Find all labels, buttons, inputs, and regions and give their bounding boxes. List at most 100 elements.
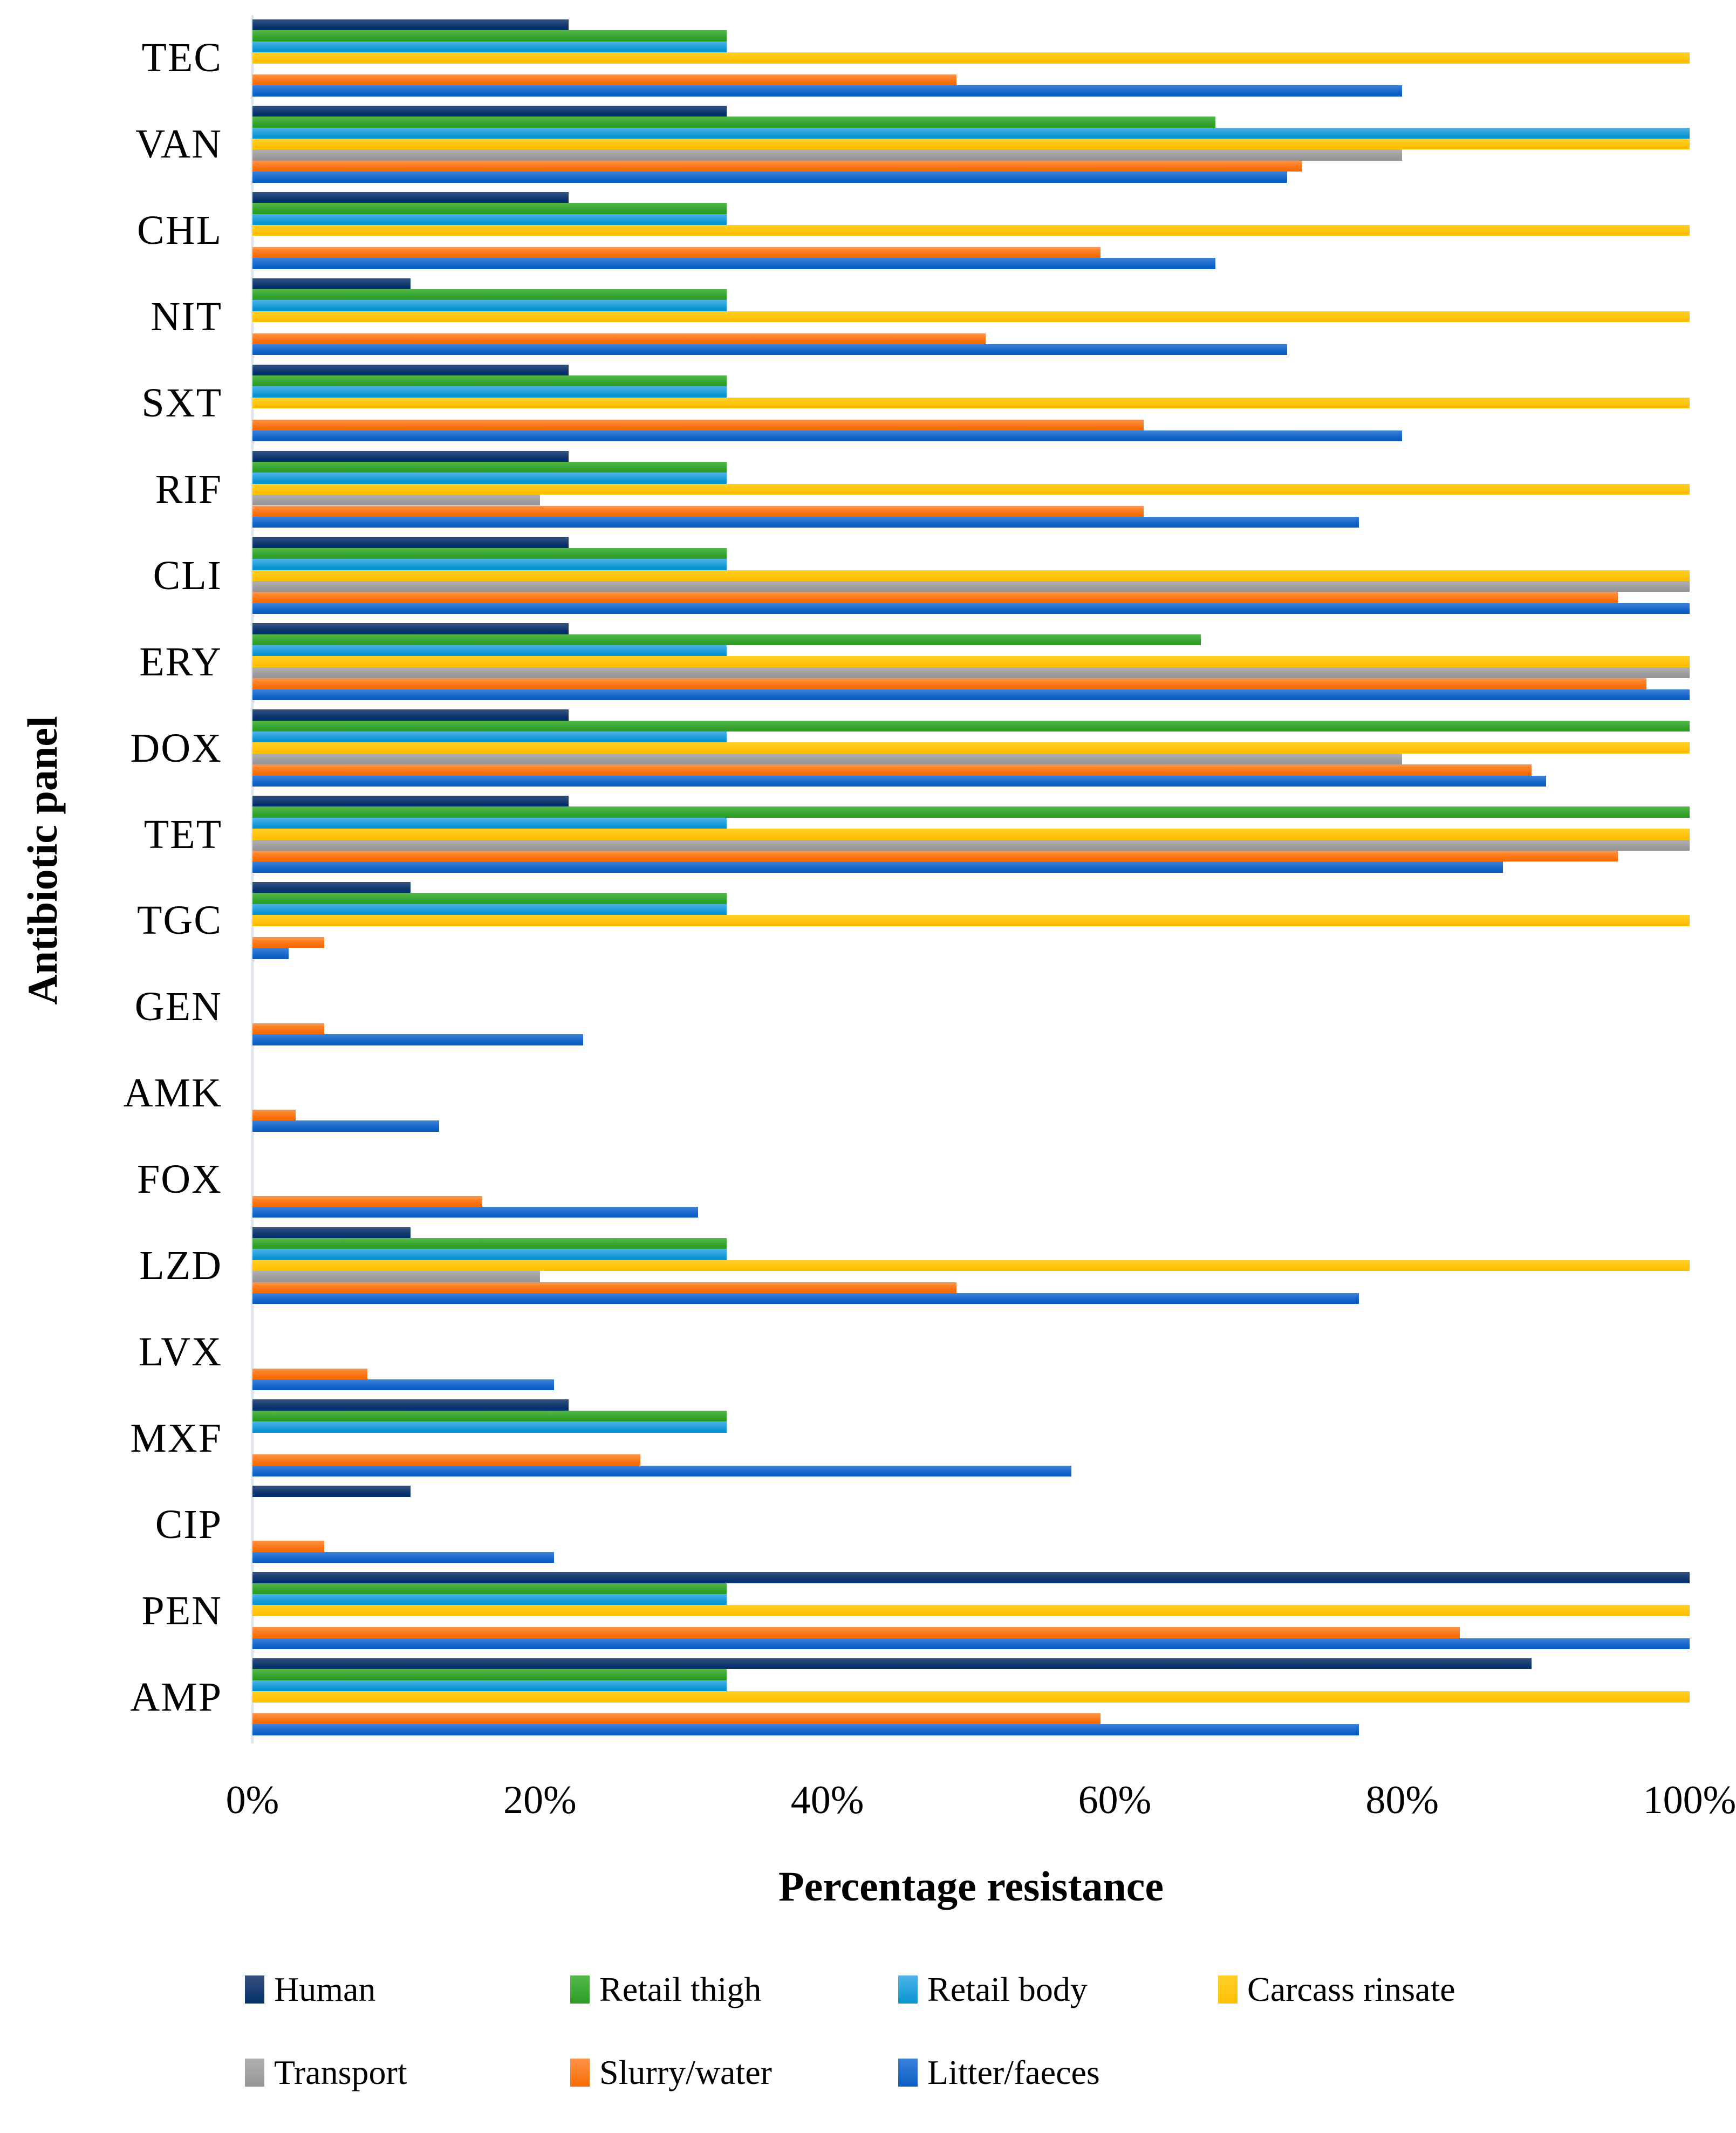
bar-group [252,105,1690,183]
bar [252,52,1690,64]
legend-swatch-icon [898,2059,918,2087]
legend-item: Transport [245,2053,407,2092]
bar [252,1034,583,1045]
legend-label: Slurry/water [599,2053,772,2091]
bar [252,882,411,893]
bar [252,1379,555,1391]
bar-group [252,623,1690,701]
bar [252,592,1618,603]
bar [252,1627,1460,1638]
legend-label: Litter/faeces [927,2053,1100,2091]
bar [252,85,1403,97]
bar-group [252,709,1690,787]
legend-label: Retail body [927,1970,1088,2008]
bar [252,709,569,721]
category-label: CIP [155,1501,222,1547]
bar-group [252,1314,1690,1391]
bar [252,548,727,559]
bar [252,224,1690,236]
bar [252,1207,698,1218]
x-tick-label: 60% [1078,1778,1152,1822]
bar [252,300,727,311]
legend-label: Transport [274,2053,407,2091]
bar [252,1023,325,1035]
bar [252,893,727,904]
bar [252,623,569,634]
category-label: LVX [138,1329,222,1375]
category-label: PEN [141,1588,222,1633]
bar-group [252,1572,1690,1649]
bar [252,720,1690,731]
bar [252,149,1403,161]
bar [252,1271,540,1282]
bar [252,948,289,959]
bar [252,41,727,53]
bar [252,1572,1690,1583]
legend-item: Retail body [898,1970,1088,2009]
category-label: GEN [134,984,222,1030]
bar [252,375,727,387]
bar [252,1293,1359,1304]
bar [252,1680,727,1692]
bar [252,344,1288,355]
bar [252,450,569,462]
bar [252,473,727,484]
x-tick-label: 20% [503,1778,577,1822]
bar [252,139,1690,150]
bar [252,1638,1690,1649]
category-label: NIT [151,294,222,340]
bar [252,1120,440,1132]
bar [252,796,569,807]
bar [252,1551,555,1563]
legend-swatch-icon [245,1975,264,2004]
bar [252,258,1215,269]
bar-group [252,796,1690,873]
bar-group [252,19,1690,97]
category-label: LZD [139,1243,222,1288]
category-label: DOX [130,725,222,771]
category-label: AMP [130,1674,222,1720]
bar [252,915,1690,926]
bar [252,127,1690,139]
bar [252,1282,957,1293]
bar [252,678,1647,689]
bar [252,430,1403,442]
bar [252,1465,1072,1477]
bar [252,817,727,829]
bar [252,537,569,548]
plot-area [252,0,1690,1759]
bar [252,742,1690,754]
category-label: SXT [141,380,222,426]
bar [252,1109,296,1121]
bar-group [252,968,1690,1045]
bar [252,516,1359,528]
bar [252,559,727,570]
category-label: AMK [123,1070,222,1116]
bar [252,764,1532,776]
bar [252,689,1690,701]
bar [252,570,1690,581]
bar [252,667,1690,679]
category-label: CLI [153,552,222,598]
category-label: CHL [137,208,222,254]
legend-item: Carcass rinsate [1218,1970,1455,2009]
bar [252,333,986,345]
legend-swatch-icon [898,1975,918,2004]
category-label: TGC [137,898,222,944]
category-label: TEC [141,35,222,81]
legend-item: Human [245,1970,375,2009]
y-axis-line [251,15,254,1744]
bar [252,829,1690,840]
bar [252,1399,569,1411]
bar [252,105,727,117]
bar [252,603,1690,614]
bar [252,1541,325,1552]
bar [252,247,1101,258]
bar [252,397,1690,409]
bar [252,289,727,300]
bar [252,117,1215,128]
bar [252,160,1302,172]
x-tick-label: 80% [1365,1778,1439,1822]
bar [252,1669,727,1680]
